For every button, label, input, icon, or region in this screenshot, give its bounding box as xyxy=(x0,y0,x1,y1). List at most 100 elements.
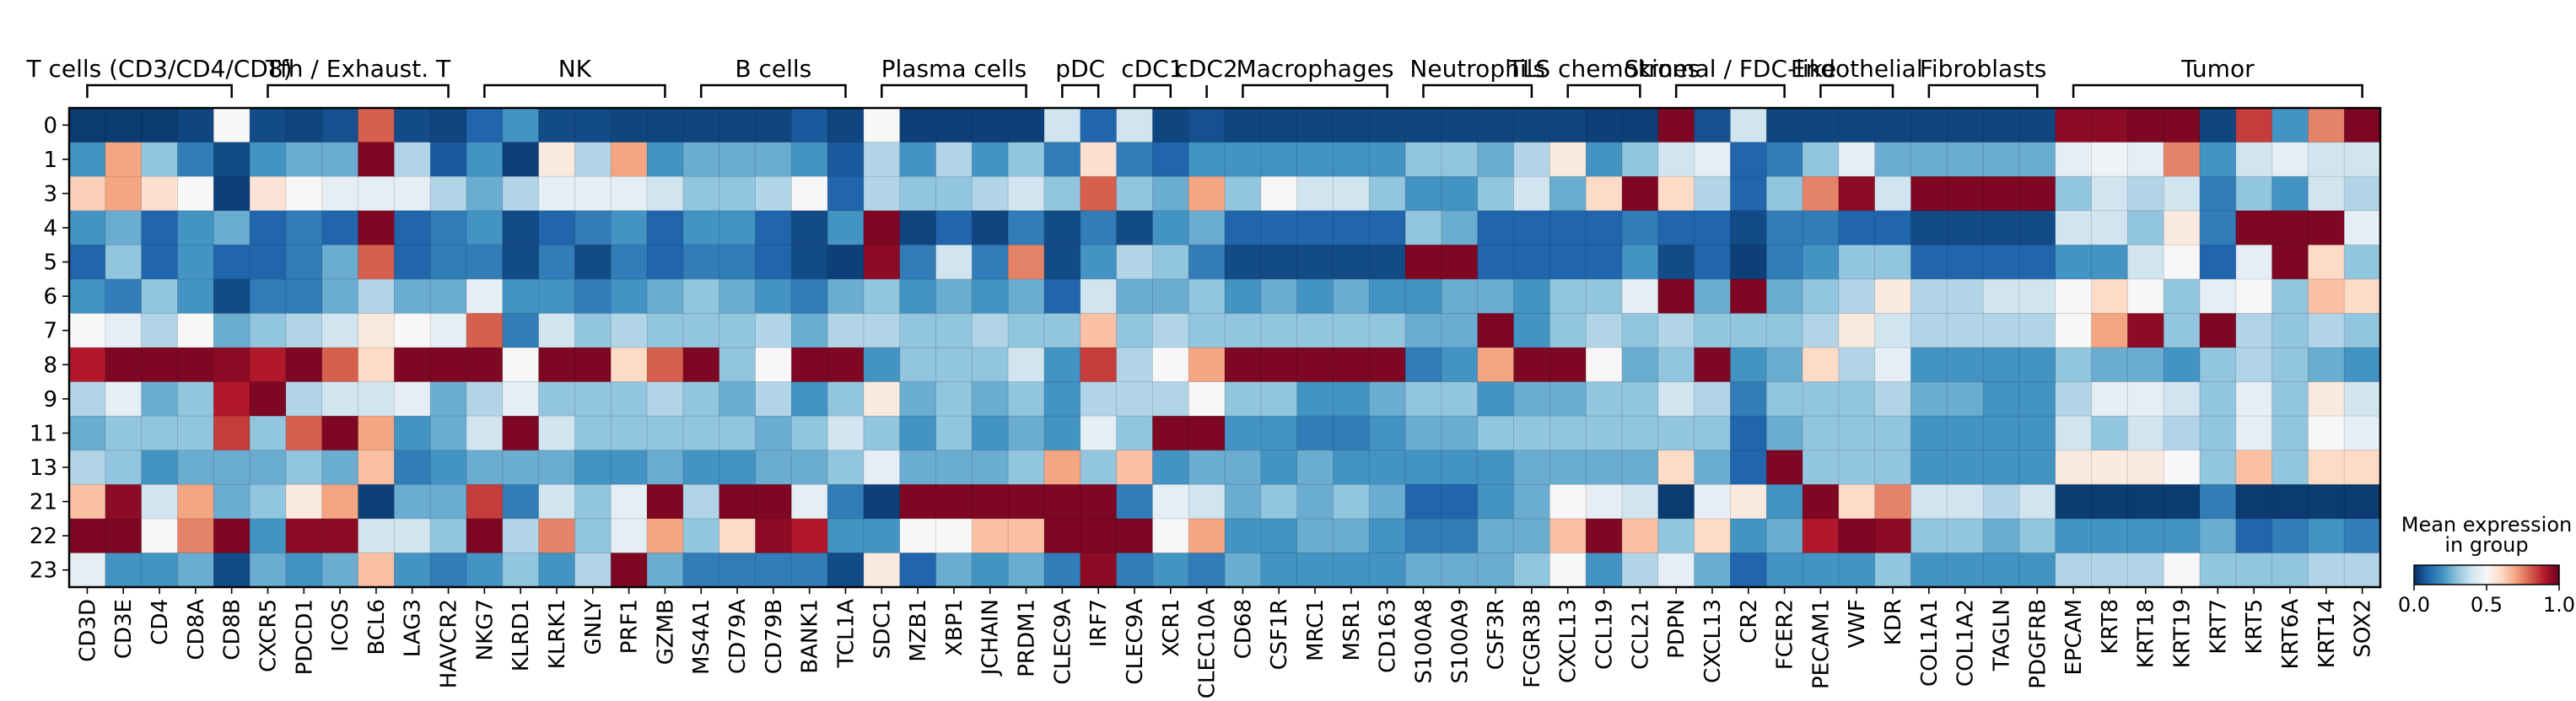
heatmap-cell xyxy=(394,313,431,348)
heatmap-cell xyxy=(1803,245,1840,280)
heatmap-cell xyxy=(1983,348,2020,383)
heatmap-cell xyxy=(538,313,575,348)
heatmap-cell xyxy=(502,553,540,588)
heatmap-cell xyxy=(502,313,540,348)
heatmap-cell xyxy=(2199,245,2237,280)
heatmap-cell xyxy=(1225,313,1262,348)
heatmap-cell xyxy=(321,210,359,245)
heatmap-cell xyxy=(1586,416,1623,451)
heatmap-cell xyxy=(105,210,143,245)
heatmap-cell xyxy=(2272,518,2309,554)
heatmap-cell xyxy=(502,245,540,280)
heatmap-cell xyxy=(1405,142,1442,177)
heatmap-cell xyxy=(863,108,901,143)
heatmap-cell xyxy=(1369,450,1406,485)
heatmap-cell xyxy=(1260,108,1298,143)
heatmap-cell xyxy=(574,142,612,177)
heatmap-cell xyxy=(250,381,287,417)
heatmap-cell xyxy=(863,176,901,212)
group-bracket xyxy=(881,84,1027,98)
heatmap-cell xyxy=(430,245,467,280)
row-label: 22 xyxy=(30,524,57,549)
heatmap-cell xyxy=(2055,108,2093,143)
heatmap-cell xyxy=(250,416,287,451)
heatmap-cell xyxy=(2308,245,2345,280)
heatmap-cell xyxy=(1694,176,1731,212)
heatmap-cell xyxy=(2127,313,2164,348)
heatmap-cell xyxy=(2055,381,2093,417)
heatmap-cell xyxy=(1405,381,1442,417)
column-label: CD79A xyxy=(725,599,751,674)
heatmap-cell xyxy=(827,553,865,588)
heatmap-cell xyxy=(1225,278,1262,315)
heatmap-cell xyxy=(538,108,575,143)
heatmap-cell xyxy=(1477,484,1515,520)
heatmap-cell xyxy=(1043,313,1081,348)
heatmap-cell xyxy=(1080,450,1118,485)
heatmap-cell xyxy=(2127,142,2164,177)
heatmap-cell xyxy=(502,381,540,417)
heatmap-cell xyxy=(1766,278,1803,315)
heatmap-cell xyxy=(1441,278,1479,315)
heatmap-cell xyxy=(1947,381,1984,417)
heatmap-cell xyxy=(1766,210,1803,245)
heatmap-cell xyxy=(611,348,648,383)
heatmap-cell xyxy=(1874,313,1912,348)
heatmap-cell xyxy=(1260,553,1298,588)
heatmap-cell xyxy=(863,416,901,451)
group-bracket xyxy=(2072,84,2363,98)
heatmap-cell xyxy=(682,245,720,280)
group-bracket xyxy=(1927,84,2039,98)
heatmap-cell xyxy=(250,278,287,315)
heatmap-cell xyxy=(755,348,792,383)
heatmap-cell xyxy=(1838,381,1876,417)
heatmap-cell xyxy=(2235,176,2273,212)
heatmap-cell xyxy=(321,245,359,280)
heatmap-cell xyxy=(538,176,575,212)
heatmap-cell xyxy=(1838,278,1876,315)
heatmap-cell xyxy=(899,381,937,417)
heatmap-cell xyxy=(2308,313,2345,348)
heatmap-cell xyxy=(1260,518,1298,554)
heatmap-cell xyxy=(611,278,648,315)
heatmap-cell xyxy=(2127,210,2164,245)
heatmap-cell xyxy=(1549,553,1587,588)
heatmap-cell xyxy=(2091,176,2128,212)
heatmap-cell xyxy=(2235,484,2273,520)
heatmap-cell xyxy=(1333,278,1370,315)
heatmap-cell xyxy=(1477,381,1515,417)
heatmap-cell xyxy=(1188,416,1226,451)
heatmap-cell xyxy=(538,484,575,520)
heatmap-cell xyxy=(2344,518,2381,554)
heatmap-cell xyxy=(2344,278,2381,315)
heatmap-cell xyxy=(1657,348,1695,383)
heatmap-cell xyxy=(1910,245,1948,280)
row-label: 1 xyxy=(43,148,57,173)
group-bracket xyxy=(1061,84,1100,98)
group-bracket xyxy=(267,84,450,98)
heatmap-cell xyxy=(755,518,792,554)
heatmap-cell xyxy=(1296,450,1334,485)
column-label: HAVCR2 xyxy=(437,599,462,688)
heatmap-cell xyxy=(2055,553,2093,588)
heatmap-cell xyxy=(574,108,612,143)
heatmap-cell xyxy=(2164,484,2201,520)
heatmap-cell xyxy=(647,381,684,417)
heatmap-cell xyxy=(1080,416,1118,451)
heatmap-cell xyxy=(1152,348,1189,383)
heatmap-cell xyxy=(430,210,467,245)
heatmap-cell xyxy=(1477,313,1515,348)
heatmap-cell xyxy=(430,313,467,348)
heatmap-cell xyxy=(358,313,395,348)
heatmap-cell xyxy=(972,348,1009,383)
heatmap-cell xyxy=(250,484,287,520)
heatmap-cell xyxy=(1369,381,1406,417)
heatmap-cell xyxy=(1080,484,1118,520)
heatmap-cell xyxy=(1116,484,1153,520)
column-label: CXCL13 xyxy=(1700,599,1726,683)
heatmap-cell xyxy=(1657,381,1695,417)
heatmap-cell xyxy=(1983,210,2020,245)
heatmap-cell xyxy=(682,416,720,451)
heatmap-cell xyxy=(2164,416,2201,451)
heatmap-cell xyxy=(1983,381,2020,417)
